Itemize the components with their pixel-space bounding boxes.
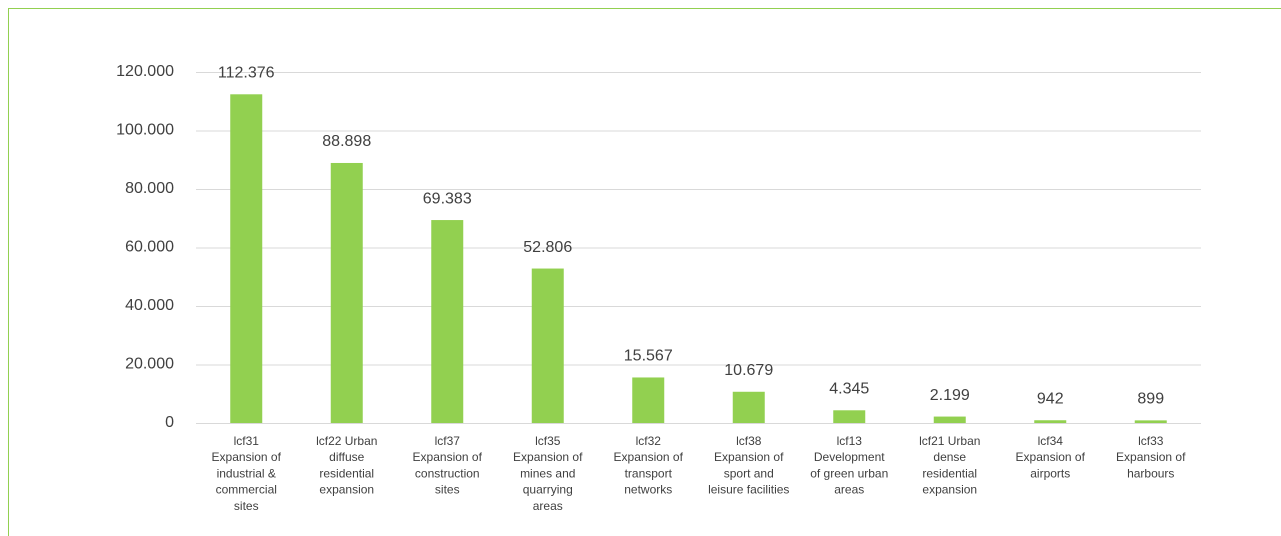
x-tick-label: lcf31 Expansion of industrial & commercial s…	[212, 434, 282, 513]
x-tick-label: lcf35 Expansion of mines and quarrying areas	[513, 434, 583, 513]
value-label: 52.806	[523, 239, 572, 256]
value-label: 899	[1137, 391, 1164, 408]
x-tick-label: lcf34 Expansion of airports	[1016, 434, 1086, 480]
y-tick-label: 80.000	[125, 180, 174, 197]
bar	[431, 220, 464, 423]
value-label: 112.376	[218, 65, 275, 82]
value-label: 15.567	[624, 348, 673, 365]
value-label: 2.199	[930, 387, 970, 404]
bar	[732, 391, 765, 423]
bar	[632, 377, 665, 423]
y-tick-label: 120.000	[116, 63, 174, 80]
x-tick-label: lcf32 Expansion of transport networks	[614, 434, 684, 497]
bar	[833, 410, 866, 423]
value-label: 942	[1037, 390, 1064, 407]
x-tick-label: lcf33 Expansion of harbours	[1116, 434, 1186, 480]
y-tick-label: 0	[165, 414, 174, 431]
y-tick-label: 20.000	[125, 356, 174, 373]
bar	[330, 162, 363, 424]
x-tick-label: lcf22 Urban diffuse residential expansion	[316, 434, 377, 497]
value-label: 88.898	[322, 133, 371, 150]
x-tick-label: lcf38 Expansion of sport and leisure facili…	[708, 434, 789, 497]
bar	[1034, 420, 1067, 423]
y-tick-label: 60.000	[125, 239, 174, 256]
x-tick-label: lcf13 Development of green urban areas	[810, 434, 888, 497]
bar	[531, 268, 564, 423]
value-label: 10.679	[724, 362, 773, 379]
chart-border	[8, 8, 1281, 536]
bar	[1134, 420, 1167, 423]
bar	[933, 416, 966, 423]
y-tick-label: 100.000	[116, 122, 174, 139]
bar	[230, 94, 263, 423]
x-tick-label: lcf21 Urban dense residential expansion	[919, 434, 980, 497]
x-tick-label: lcf37 Expansion of construction sites	[413, 434, 483, 497]
value-label: 4.345	[829, 381, 869, 398]
y-tick-label: 40.000	[125, 297, 174, 314]
value-label: 69.383	[423, 190, 472, 207]
